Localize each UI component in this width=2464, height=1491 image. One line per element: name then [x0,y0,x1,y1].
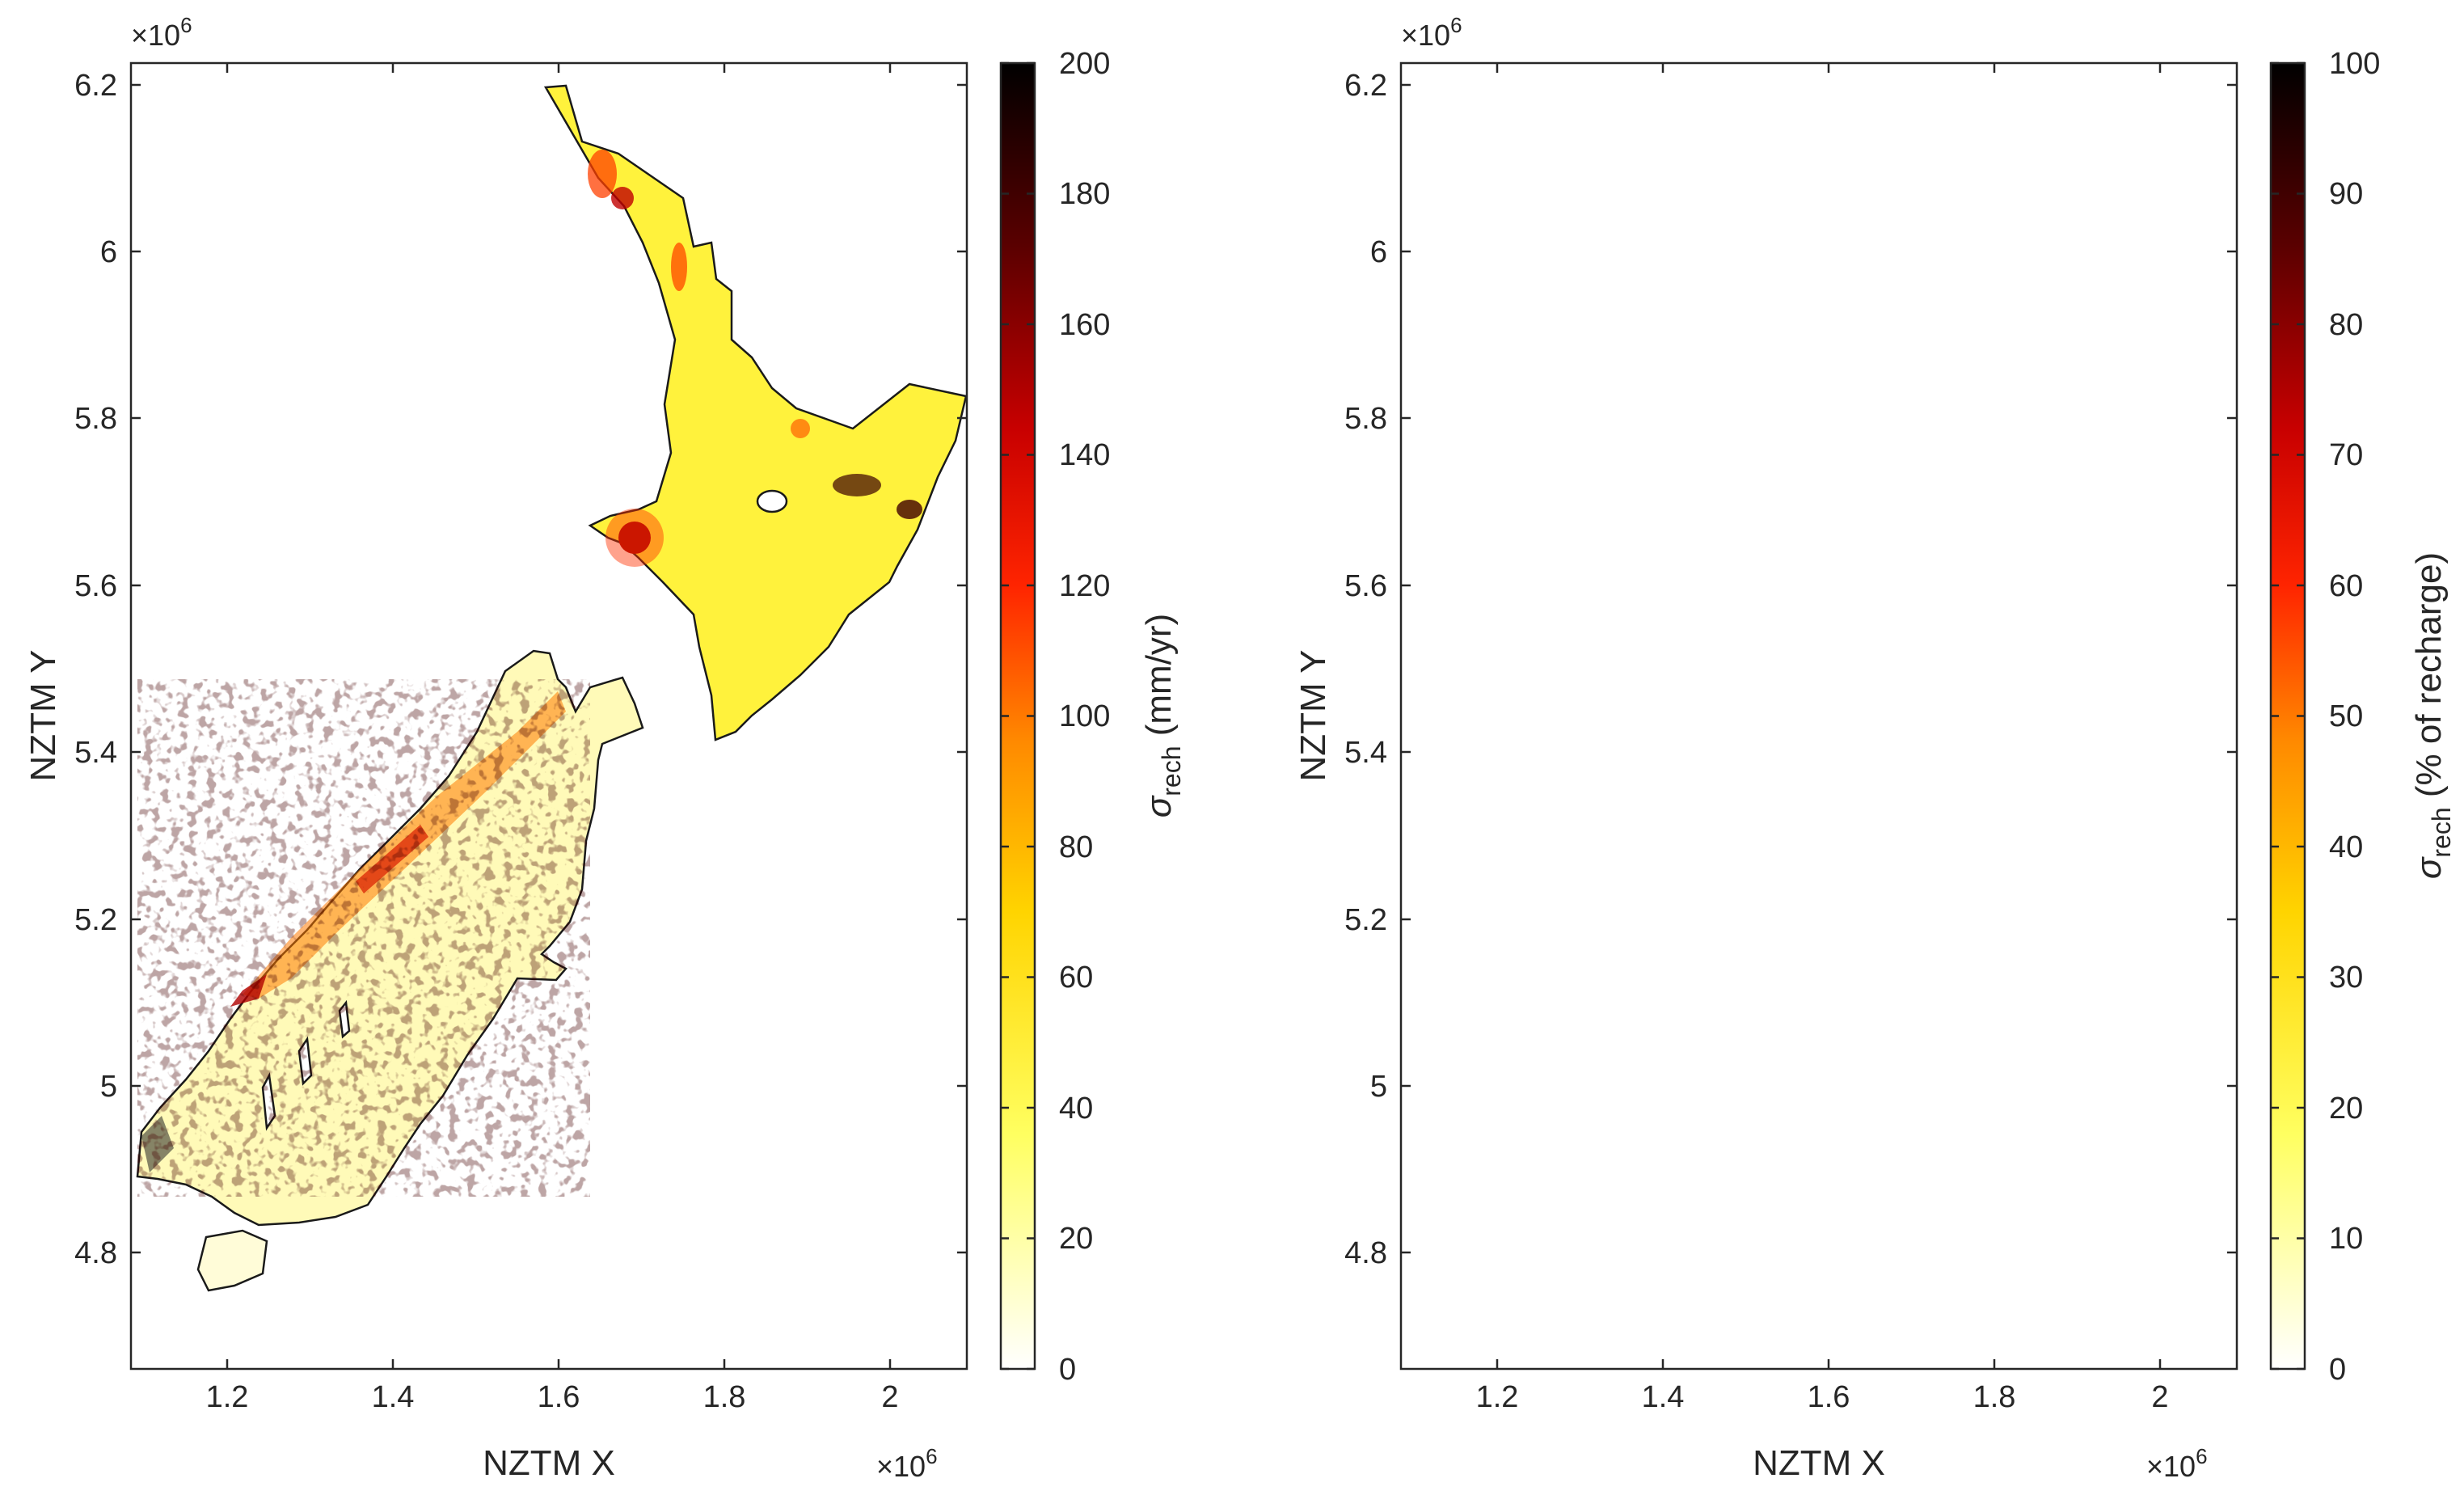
y-tick-label: 5.4 [1344,736,1387,770]
y-tick-label: 4.8 [74,1236,117,1270]
north-island [543,84,967,741]
colorbar-tick-label: 40 [1059,1092,1093,1126]
x-axis-label: NZTM X [1753,1443,1885,1483]
x-tick-label: 1.8 [703,1380,746,1414]
colorbar-tick-label: 0 [2329,1353,2346,1387]
colorbar-tick-label: 60 [1059,961,1093,995]
y-tick-label: 5.2 [74,903,117,937]
y-exponent: ×106 [131,13,192,52]
stewart-island [1468,1231,1537,1290]
y-tick-label: 5.4 [74,736,117,770]
x-exponent: ×106 [2146,1444,2208,1483]
y-exponent: ×106 [1401,13,1462,52]
tick-marks [131,63,967,1369]
x-tick-label: 1.8 [1973,1380,2016,1414]
colorbar-tick-label: 80 [2329,308,2363,342]
colorbar-tick-label: 40 [2329,830,2363,864]
colorbar-tick-label: 20 [2329,1092,2363,1126]
axes-frame [129,61,968,1371]
y-tick-label: 5.6 [74,569,117,603]
map-panel-recharge-percent: 6.2 6 5.8 5.6 5.4 5.2 5 4.8 1.2 1.4 1.6 … [1293,13,2456,1483]
colorbar-tick-label: 120 [1059,569,1110,603]
colorbar-tick-label: 100 [1059,699,1110,733]
colorbar-tick-labels: 200 180 160 140 120 100 80 60 40 20 0 [1059,47,1110,1387]
map-body [1407,86,2236,1290]
colorbar-tick-label: 100 [2329,47,2380,81]
y-tick-label: 5.2 [1344,903,1387,937]
colorbar-tick-label: 70 [2329,438,2363,472]
x-tick-label: 1.2 [1476,1380,1519,1414]
recharge-hotspots [1411,162,2175,1223]
lakes [1533,491,2057,1128]
colorbar-tick-label: 90 [2329,177,2363,211]
y-tick-label: 4.8 [1344,1236,1387,1270]
x-tick-label: 2 [2151,1380,2168,1414]
y-tick-label: 5 [100,1070,117,1104]
x-tick-label: 1.4 [1642,1380,1685,1414]
y-tick-labels: 6.2 6 5.8 5.6 5.4 5.2 5 4.8 [1344,69,1387,1270]
x-tick-label: 1.6 [1808,1380,1850,1414]
y-tick-label: 6.2 [74,69,117,103]
colorbar-tick-label: 30 [2329,961,2363,995]
y-tick-labels: 6.2 6 5.8 5.6 5.4 5.2 5 4.8 [74,69,117,1270]
y-tick-label: 5.8 [74,402,117,436]
y-tick-label: 6 [1370,235,1387,269]
y-tick-label: 5.6 [1344,569,1387,603]
x-axis-label: NZTM X [483,1443,615,1483]
colorbar-tick-label: 160 [1059,308,1110,342]
y-tick-label: 5.8 [1344,402,1387,436]
y-tick-label: 5 [1370,1070,1387,1104]
colorbar-tick-label: 200 [1059,47,1110,81]
map-panel-recharge-mm: 6.2 6 5.8 5.6 5.4 5.2 5 4.8 1.2 1.4 1.6 … [23,13,1186,1483]
colorbar-tick-label: 80 [1059,830,1093,864]
terrain-speckle [1407,663,1925,1213]
colorbar: 200 180 160 140 120 100 80 60 40 20 0 σr… [999,47,1186,1387]
x-exponent: ×106 [876,1444,938,1483]
colorbar-label: σrech (% of recharge) [2409,552,2456,879]
colorbar-tick-label: 140 [1059,438,1110,472]
x-tick-labels: 1.2 1.4 1.6 1.8 2 [1476,1380,2169,1414]
colorbar-tick-label: 180 [1059,177,1110,211]
south-island [1407,651,1913,1225]
x-tick-label: 2 [881,1380,898,1414]
y-tick-label: 6 [100,235,117,269]
colorbar-tick-label: 20 [1059,1222,1093,1256]
y-axis-label: NZTM Y [1293,650,1333,782]
colorbar-ticks [1001,61,1035,1371]
terrain-speckle [137,679,590,1197]
y-axis-label: NZTM Y [23,650,63,782]
map-body [136,84,967,1292]
x-tick-label: 1.6 [538,1380,580,1414]
colorbar-tick-label: 60 [2329,569,2363,603]
x-tick-labels: 1.2 1.4 1.6 1.8 2 [206,1380,899,1414]
colorbar-tick-label: 50 [2329,699,2363,733]
stewart-island [196,1229,268,1292]
x-tick-label: 1.4 [372,1380,415,1414]
tick-marks [1401,63,2237,1369]
axes-frame [1399,61,2238,1371]
colorbar-label: σrech (mm/yr) [1139,614,1186,818]
colorbar-tick-label: 10 [2329,1222,2363,1256]
y-tick-label: 6.2 [1344,69,1387,103]
north-island [1816,86,2236,740]
colorbar-tick-label: 0 [1059,1353,1076,1387]
x-tick-label: 1.2 [206,1380,249,1414]
colorbar-ticks [2271,61,2305,1371]
colorbar: 100 90 80 70 60 50 40 30 20 10 0 σrech (… [2269,47,2456,1387]
colorbar-tick-labels: 100 90 80 70 60 50 40 30 20 10 0 [2329,47,2380,1387]
